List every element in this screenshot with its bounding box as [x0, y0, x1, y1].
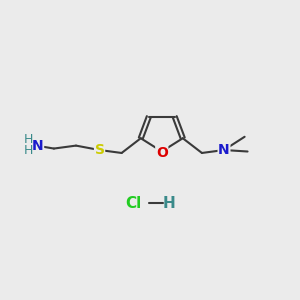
Text: S: S [94, 143, 105, 157]
Text: N: N [32, 139, 44, 153]
Text: H: H [163, 196, 175, 211]
Text: N: N [218, 143, 230, 157]
Text: H: H [23, 133, 33, 146]
Text: O: O [156, 146, 168, 160]
Text: H: H [23, 144, 33, 158]
Text: Cl: Cl [126, 196, 142, 211]
